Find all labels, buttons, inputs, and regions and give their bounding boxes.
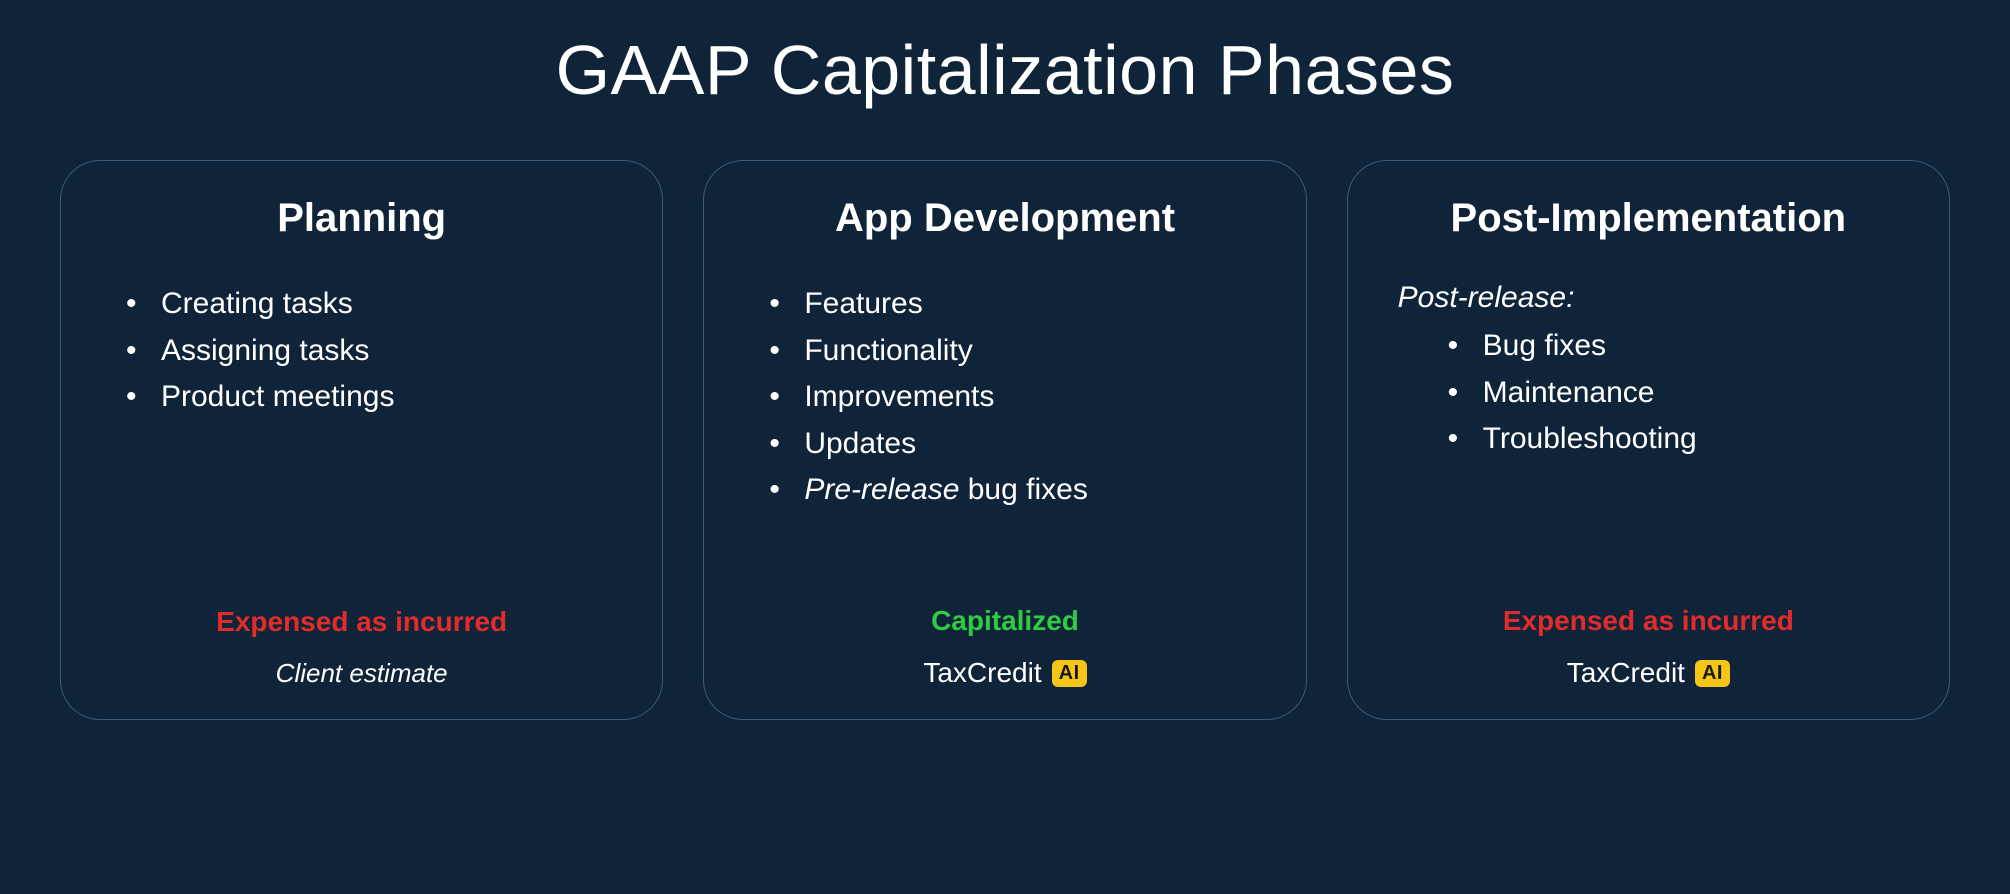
list-item: Assigning tasks: [126, 328, 622, 375]
list-item: Troubleshooting: [1448, 416, 1909, 463]
phase-card: Post-Implementation Post-release: Bug fixe…: [1347, 160, 1950, 720]
card-footer: TaxCredit AI: [744, 657, 1265, 689]
card-title: Planning: [101, 196, 622, 241]
card-list: FeaturesFunctionalityImprovementsUpdates…: [744, 281, 1265, 514]
card-footer: TaxCredit AI: [1388, 657, 1909, 689]
brand-name: TaxCredit: [923, 657, 1041, 689]
list-item: Functionality: [769, 328, 1265, 375]
card-body: FeaturesFunctionalityImprovementsUpdates…: [744, 281, 1265, 605]
list-item: Product meetings: [126, 374, 622, 421]
card-title: Post-Implementation: [1388, 196, 1909, 241]
card-prefix: Post-release:: [1388, 281, 1909, 315]
card-footer: Client estimate: [101, 658, 622, 689]
list-item: Creating tasks: [126, 281, 622, 328]
page-title: GAAP Capitalization Phases: [60, 30, 1950, 110]
list-item: Maintenance: [1448, 370, 1909, 417]
brand-name: TaxCredit: [1567, 657, 1685, 689]
phase-card: App Development FeaturesFunctionalityImpr…: [703, 160, 1306, 720]
card-list: Creating tasksAssigning tasksProduct mee…: [101, 281, 622, 421]
infographic-container: GAAP Capitalization Phases Planning Creat…: [0, 0, 2010, 750]
brand-logo: TaxCredit AI: [923, 657, 1086, 689]
list-item: Pre-release bug fixes: [769, 467, 1265, 514]
card-list: Bug fixesMaintenanceTroubleshooting: [1388, 323, 1909, 463]
phase-card: Planning Creating tasksAssigning tasksPro…: [60, 160, 663, 720]
list-item: Improvements: [769, 374, 1265, 421]
item-text: bug fixes: [959, 473, 1087, 506]
ai-badge: AI: [1695, 660, 1730, 687]
cards-row: Planning Creating tasksAssigning tasksPro…: [60, 160, 1950, 720]
card-body: Creating tasksAssigning tasksProduct mee…: [101, 281, 622, 606]
status-label: Expensed as incurred: [101, 606, 622, 638]
list-item: Bug fixes: [1448, 323, 1909, 370]
list-item: Updates: [769, 421, 1265, 468]
card-title: App Development: [744, 196, 1265, 241]
status-label: Capitalized: [744, 605, 1265, 637]
list-item: Features: [769, 281, 1265, 328]
ai-badge: AI: [1052, 660, 1087, 687]
card-body: Post-release: Bug fixesMaintenanceTrouble…: [1388, 281, 1909, 605]
status-label: Expensed as incurred: [1388, 605, 1909, 637]
italic-text: Pre-release: [804, 473, 959, 506]
brand-logo: TaxCredit AI: [1567, 657, 1730, 689]
